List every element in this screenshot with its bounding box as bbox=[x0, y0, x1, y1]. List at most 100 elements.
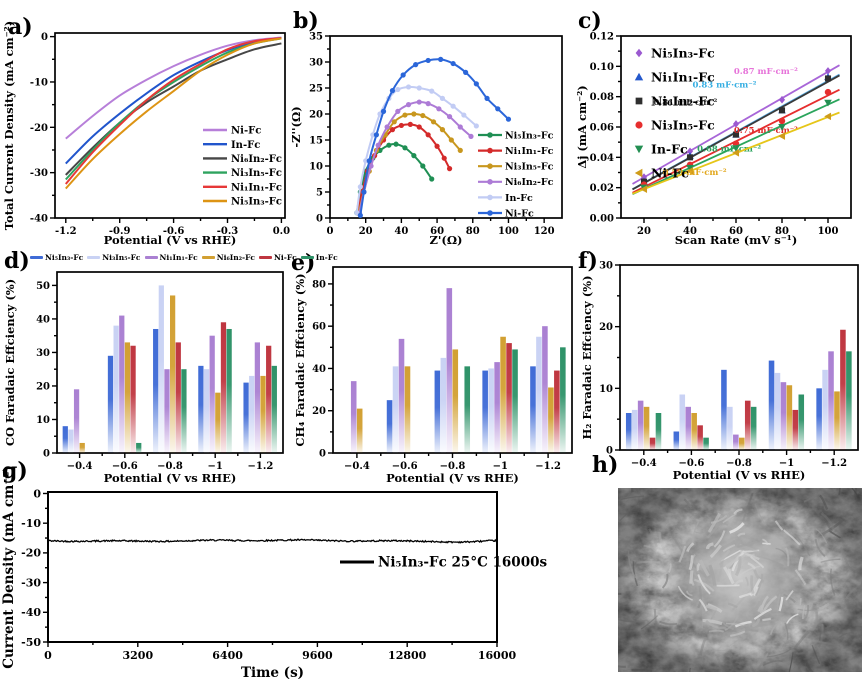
bar bbox=[834, 391, 840, 450]
panel-f-label: f) bbox=[578, 248, 598, 274]
bar bbox=[530, 366, 536, 453]
legend-item: Ni₃In₅-Fc bbox=[87, 253, 141, 262]
bar bbox=[512, 349, 518, 453]
x-axis-title: Scan Rate (mV s⁻¹) bbox=[675, 233, 798, 247]
x-tick-label: 100 bbox=[498, 226, 519, 237]
data-point-marker bbox=[824, 88, 832, 96]
bar bbox=[386, 400, 393, 453]
panel-c-cdl-chart: 20 40 60 80 100 0.00 0.02 0.04 0.06 0.08 0.10 0.12 S… bbox=[575, 0, 865, 248]
y-axis-title: H₂ Faradaic Effciency (%) bbox=[580, 275, 594, 439]
legend-swatch bbox=[30, 256, 43, 259]
legend: Ni-Fc In-Fc Ni₆In₂-Fc Ni₃In₅-Fc Ni₁In₁-Fc Ni₅… bbox=[203, 126, 282, 208]
panel-d-label: d) bbox=[4, 248, 30, 274]
legend-label: Ni₅In₃-Fc bbox=[231, 197, 282, 208]
data-point-marker bbox=[407, 121, 413, 127]
data-point-marker bbox=[420, 112, 426, 119]
bar bbox=[136, 442, 142, 453]
data-point-marker bbox=[778, 132, 786, 140]
bar bbox=[198, 365, 204, 453]
bar bbox=[721, 369, 727, 450]
bar bbox=[703, 437, 709, 450]
stability-curve bbox=[47, 538, 498, 544]
y-tick-label: 50 bbox=[36, 281, 50, 292]
h2-faradaic-efficiency-chart: −0.4 −0.6 −0.8 −1 −1.2 0 10 20 30 Potential (V vs… bbox=[580, 261, 859, 482]
data-point-marker bbox=[402, 112, 408, 118]
data-point-marker bbox=[778, 123, 786, 131]
data-point-marker bbox=[732, 131, 740, 138]
bar bbox=[464, 366, 471, 453]
bar bbox=[685, 406, 691, 450]
data-point-marker bbox=[413, 62, 419, 68]
y-tick-label: 0 bbox=[316, 214, 323, 225]
data-point-marker bbox=[635, 48, 643, 58]
data-point-marker bbox=[686, 164, 694, 172]
y-tick-label: 0.10 bbox=[590, 62, 614, 73]
bar bbox=[181, 369, 187, 453]
x-tick-label: 60 bbox=[729, 226, 743, 237]
x-tick-label: 120 bbox=[534, 226, 555, 237]
data-point-marker bbox=[778, 117, 786, 125]
y-tick-label: -10 bbox=[21, 517, 41, 530]
data-point-marker bbox=[375, 142, 381, 148]
data-point-marker bbox=[778, 107, 786, 114]
data-point-marker bbox=[473, 123, 479, 129]
y-tick-label: 10 bbox=[599, 384, 613, 395]
bar bbox=[266, 345, 272, 453]
bar bbox=[548, 387, 554, 453]
bar bbox=[792, 409, 799, 450]
x-tick-label: −0.8 bbox=[726, 458, 752, 469]
bar bbox=[434, 370, 441, 453]
bar bbox=[404, 366, 411, 453]
y-axis-title: -Z''(Ω) bbox=[289, 106, 303, 147]
legend-swatch bbox=[259, 256, 272, 259]
legend-item: Ni₆In₂-Fc bbox=[201, 253, 255, 262]
data-point-marker bbox=[357, 212, 363, 218]
bar bbox=[536, 336, 542, 453]
lsv-curve bbox=[65, 42, 282, 176]
data-point-marker bbox=[430, 119, 437, 125]
data-point-marker bbox=[411, 153, 417, 159]
data-point-marker bbox=[634, 72, 644, 81]
bar bbox=[643, 406, 650, 450]
legend-label: Ni₆In₂-Fc bbox=[216, 253, 255, 262]
x-tick-label: -1.2 bbox=[55, 226, 77, 237]
data-point-marker bbox=[354, 210, 360, 216]
x-tick-label: 100 bbox=[818, 226, 839, 237]
bar bbox=[62, 426, 68, 453]
x-tick-label: −0.8 bbox=[440, 461, 466, 472]
x-tick-label: 20 bbox=[637, 226, 651, 237]
data-point-marker bbox=[416, 124, 422, 130]
bar bbox=[554, 370, 560, 453]
data-point-marker bbox=[384, 124, 390, 130]
data-point-marker bbox=[425, 132, 431, 138]
nyquist-curve bbox=[359, 58, 510, 216]
bar bbox=[631, 409, 638, 450]
x-tick-label: 80 bbox=[466, 226, 480, 237]
cdl-annotation: 0.75 mF·cm⁻² bbox=[734, 126, 798, 136]
x-tick-label: 0 bbox=[327, 226, 334, 237]
bar bbox=[768, 360, 775, 450]
legend-label: Ni-Fc bbox=[274, 253, 297, 262]
data-point-marker bbox=[416, 85, 422, 91]
y-tick-label: -50 bbox=[21, 636, 41, 649]
bar bbox=[542, 326, 548, 453]
legend-label: Ni₁In₁-Fc bbox=[651, 69, 715, 84]
x-tick-label: 40 bbox=[394, 226, 408, 237]
bar bbox=[560, 347, 566, 453]
panel-a-label: a) bbox=[8, 14, 33, 40]
legend-label: Ni₆In₂-Fc bbox=[231, 154, 282, 165]
panel-g-label: g) bbox=[2, 458, 28, 484]
cdl-fit-chart: 20 40 60 80 100 0.00 0.02 0.04 0.06 0.08 0.10 0.12 S… bbox=[575, 32, 852, 247]
data-point-marker bbox=[386, 142, 392, 148]
x-tick-label: −1 bbox=[493, 461, 508, 472]
legend-label: Ni₆In₂-Fc bbox=[505, 177, 554, 188]
data-point-marker bbox=[391, 119, 397, 125]
panel-a-lsv-chart: -1.2 -0.9 -0.6 -0.3 0.0 0 -10 -20 -30 -40 Potentia… bbox=[0, 0, 290, 248]
x-tick-label: 20 bbox=[359, 226, 373, 237]
x-tick-label: −1 bbox=[208, 461, 223, 472]
data-point-marker bbox=[373, 132, 379, 138]
legend: Ni₅In₃-Fc 25°C 16000s bbox=[340, 555, 547, 571]
cdl-annotation: 0.81 mF·cm⁻² bbox=[653, 98, 717, 108]
bar bbox=[440, 357, 447, 453]
data-point-marker bbox=[366, 158, 372, 164]
